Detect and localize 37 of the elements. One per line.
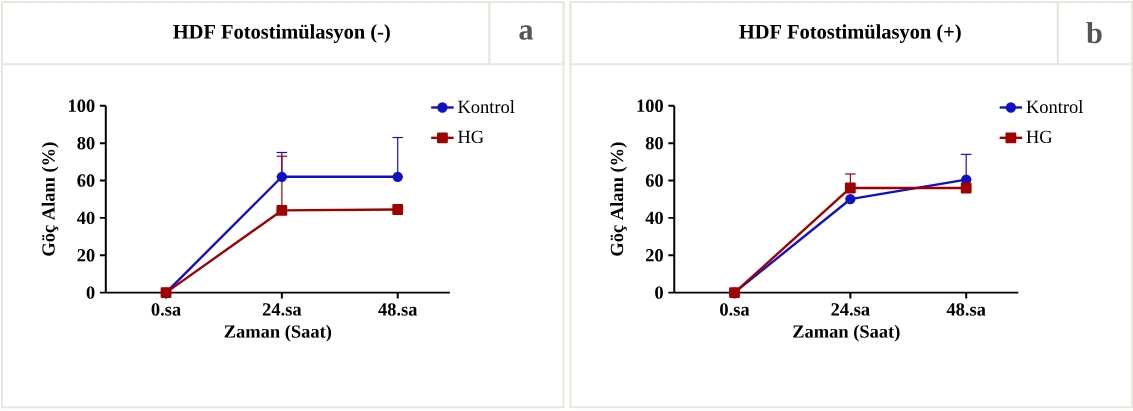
y-tick-label: 100 bbox=[69, 99, 95, 112]
y-tick-label: 60 bbox=[645, 174, 663, 187]
y-tick-label: 20 bbox=[645, 248, 663, 262]
point bbox=[276, 204, 288, 216]
legend-label: Kontrol bbox=[1026, 99, 1083, 113]
y-tick-label: 20 bbox=[77, 248, 95, 262]
point bbox=[844, 182, 856, 194]
y-tick-label: 0 bbox=[86, 286, 95, 299]
x-tick-label: 24.sa bbox=[831, 303, 870, 316]
x-axis-title: Zaman (Saat) bbox=[793, 324, 900, 342]
legend-label: Kontrol bbox=[458, 99, 515, 113]
y-tick-label: 40 bbox=[645, 211, 663, 224]
y-tick-label: 80 bbox=[645, 136, 663, 150]
point bbox=[392, 203, 404, 215]
x-tick-label: 48.sa bbox=[946, 303, 986, 316]
text: b bbox=[1086, 21, 1102, 44]
chart-title: HDF Fotostimülasyon (-) bbox=[173, 24, 390, 43]
y-tick-label: 100 bbox=[637, 99, 663, 112]
chart-title: HDF Fotostimülasyon (+) bbox=[739, 24, 961, 43]
y-tick-label: 80 bbox=[77, 136, 95, 150]
x-tick-label: 24.sa bbox=[262, 303, 302, 316]
text: a bbox=[519, 25, 534, 40]
point bbox=[845, 193, 856, 205]
legend-label: HG bbox=[1026, 130, 1053, 143]
y-axis-title: Göç Alanı (%) bbox=[41, 142, 59, 256]
x-tick-label: 48.sa bbox=[378, 303, 418, 316]
point bbox=[276, 171, 288, 182]
x-tick-label: 0.sa bbox=[720, 303, 750, 316]
x-tick-label: 0.sa bbox=[151, 303, 181, 316]
point bbox=[392, 171, 403, 182]
legend-label: HG bbox=[458, 130, 484, 143]
y-tick-label: 0 bbox=[655, 286, 663, 299]
x-axis-title: Zaman (Saat) bbox=[224, 324, 332, 342]
y-axis-title: Göç Alanı (%) bbox=[610, 142, 627, 256]
point bbox=[960, 182, 972, 194]
y-tick-label: 40 bbox=[77, 211, 95, 224]
y-tick-label: 60 bbox=[77, 174, 95, 187]
